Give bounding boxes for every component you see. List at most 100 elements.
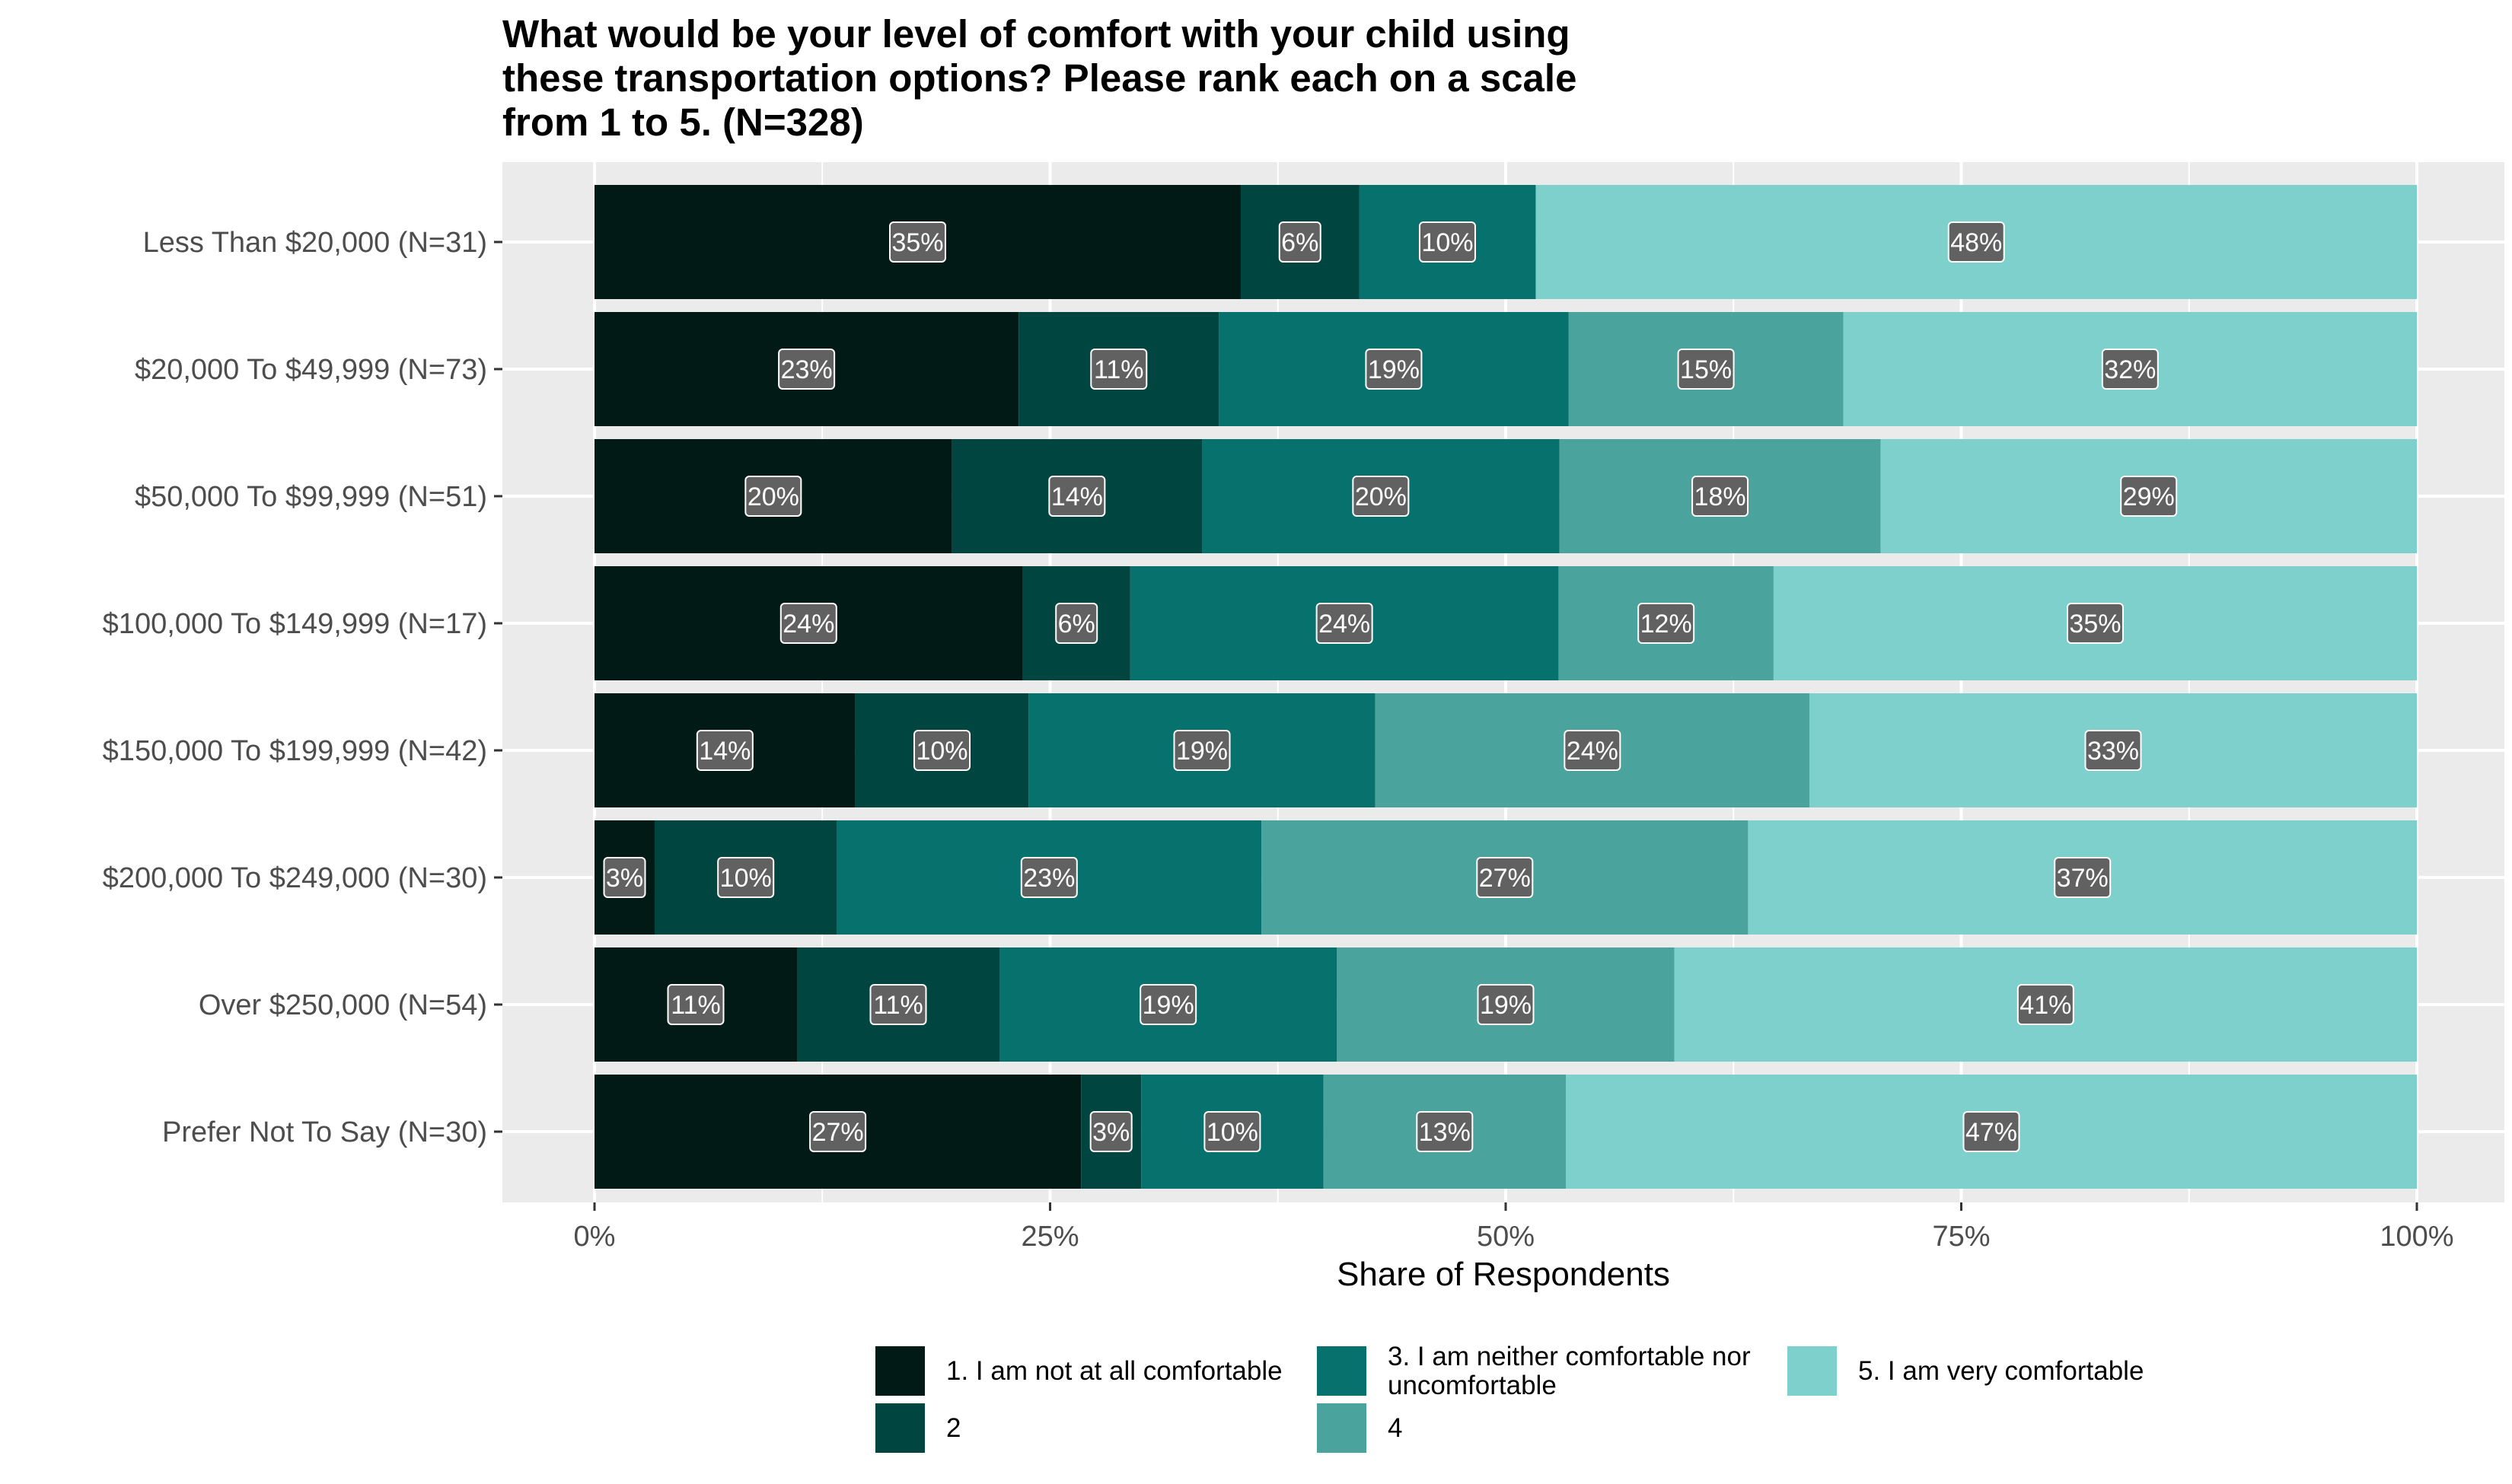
bar-value-label-box <box>1090 349 1148 390</box>
bar-value-label: 27% <box>809 1111 867 1152</box>
bar-value-label-text: 18% <box>1694 482 1746 511</box>
y-tick-label: $150,000 To $199,999 (N=42) <box>103 735 487 767</box>
bar-value-label: 11% <box>1090 349 1148 390</box>
bar-value-label: 41% <box>2016 984 2074 1025</box>
bar-value-label: 19% <box>1140 984 1197 1025</box>
y-tick-label: Over $250,000 (N=54) <box>199 989 487 1021</box>
bar-value-label: 29% <box>2120 476 2178 517</box>
bar-value-label-box <box>2120 476 2178 517</box>
legend-item: 2 <box>875 1403 961 1453</box>
bar-value-label-text: 27% <box>1479 864 1531 893</box>
bar-value-label-box <box>1416 1111 1474 1152</box>
bar-value-label-text: 11% <box>873 991 923 1020</box>
y-tick-label: Prefer Not To Say (N=30) <box>162 1116 487 1148</box>
bar-value-label-box <box>889 221 947 263</box>
bars <box>595 185 2417 1189</box>
bar-value-label: 11% <box>869 984 927 1025</box>
bar-value-label-text: 19% <box>1368 355 1420 384</box>
bar-value-label: 14% <box>1048 476 1106 517</box>
y-tick-label: $200,000 To $249,000 (N=30) <box>103 862 487 894</box>
legend: 1. I am not at all comfortable 2 3. I am n… <box>875 1342 2144 1453</box>
bar-value-label-text: 15% <box>1680 355 1732 384</box>
chart-title-line-1: What would be your level of comfort with… <box>502 12 1570 56</box>
bar-value-label-box <box>667 984 725 1025</box>
bar-value-label-text: 6% <box>1058 610 1095 639</box>
bar-value-label-box <box>1055 603 1098 644</box>
bar-value-label-text: 35% <box>891 228 943 257</box>
legend-key <box>875 1346 925 1396</box>
bar-value-label-box <box>1962 1111 2020 1152</box>
bar-value-label-box <box>778 349 836 390</box>
bar-value-label-text: 24% <box>1567 737 1618 766</box>
bar-value-label: 6% <box>1278 221 1321 263</box>
bar-value-label: 33% <box>2084 730 2142 771</box>
bar-value-label: 23% <box>778 349 836 390</box>
bar-value-label-box <box>1677 349 1735 390</box>
bar-value-label-box <box>2101 349 2159 390</box>
bar-value-label-text: 37% <box>2057 864 2109 893</box>
bar-value-label-text: 10% <box>1421 228 1473 257</box>
y-tick-label: $20,000 To $49,999 (N=73) <box>135 354 487 386</box>
bar-value-label-text: 23% <box>1023 864 1075 893</box>
y-tick-label: $100,000 To $149,999 (N=17) <box>103 608 487 640</box>
legend-item: 5. I am very comfortable <box>1787 1346 2144 1396</box>
bar-value-label: 12% <box>1637 603 1695 644</box>
bar-value-label-text: 32% <box>2104 355 2156 384</box>
bar-value-label: 35% <box>889 221 947 263</box>
legend-item: 1. I am not at all comfortable <box>875 1346 1283 1396</box>
bar-value-label-box <box>1477 984 1535 1025</box>
bar-value-label-box <box>809 1111 867 1152</box>
bar-value-label: 19% <box>1173 730 1231 771</box>
bar-value-label: 11% <box>667 984 725 1025</box>
bar-value-label: 19% <box>1365 349 1423 390</box>
x-tick-label: 75% <box>1932 1221 1990 1253</box>
legend-key <box>875 1403 925 1453</box>
legend-key <box>1317 1403 1366 1453</box>
bar-value-label: 27% <box>1476 857 1534 898</box>
bar-labels: 35% 6% 10% 48% 23% 11% 19% 15% 32% 20% 14% 20% 18% 29… <box>603 221 2178 1152</box>
bar-value-label-box <box>1203 1111 1261 1152</box>
y-tick-label: Less Than $20,000 (N=31) <box>143 227 487 259</box>
legend-key <box>1787 1346 1837 1396</box>
bar-value-label-text: 19% <box>1480 991 1532 1020</box>
bar-value-label-box <box>1020 857 1078 898</box>
bar-value-label-box <box>2054 857 2112 898</box>
legend-label: 3. I am neither comfortable nor <box>1388 1342 1751 1371</box>
bar-value-label-box <box>1476 857 1534 898</box>
bar-value-label: 23% <box>1020 857 1078 898</box>
bar-value-label-box <box>1089 1111 1133 1152</box>
x-tick-label: 0% <box>574 1221 616 1253</box>
bar-value-label: 3% <box>1089 1111 1133 1152</box>
bar-value-label-box <box>2066 603 2124 644</box>
bar-value-label-box <box>1691 476 1749 517</box>
bar-value-label: 3% <box>603 857 646 898</box>
y-tick-label: $50,000 To $99,999 (N=51) <box>135 481 487 513</box>
bar-value-label: 37% <box>2054 857 2112 898</box>
bar-value-label-text: 35% <box>2069 610 2121 639</box>
bar-value-label-text: 20% <box>748 482 799 511</box>
x-axis: 0% 25% 50% 75% 100% <box>574 1202 2454 1253</box>
bar-value-label-box <box>1048 476 1106 517</box>
bar-value-label-text: 41% <box>2019 991 2071 1020</box>
bar-value-label-box <box>717 857 775 898</box>
bar-value-label: 24% <box>1315 603 1373 644</box>
bar-value-label-box <box>1418 221 1476 263</box>
legend-label: uncomfortable <box>1388 1371 1557 1400</box>
legend-key <box>1317 1346 1366 1396</box>
bar-value-label: 20% <box>744 476 802 517</box>
bar-value-label-text: 19% <box>1143 991 1194 1020</box>
chart-title-line-2: these transportation options? Please ran… <box>502 56 1576 100</box>
bar-value-label-box <box>1140 984 1197 1025</box>
x-axis-title: Share of Respondents <box>1337 1256 1670 1293</box>
bar-value-label: 32% <box>2101 349 2159 390</box>
legend-label: 2 <box>946 1413 961 1443</box>
bar-value-label: 6% <box>1055 603 1098 644</box>
bar-value-label: 24% <box>779 603 837 644</box>
bar-value-label-box <box>1173 730 1231 771</box>
bar-value-label: 24% <box>1564 730 1621 771</box>
bar-value-label-text: 33% <box>2087 737 2139 766</box>
bar-value-label: 47% <box>1962 1111 2020 1152</box>
bar-value-label: 19% <box>1477 984 1535 1025</box>
bar-value-label-text: 12% <box>1640 610 1692 639</box>
bar-value-label-text: 29% <box>2123 482 2175 511</box>
